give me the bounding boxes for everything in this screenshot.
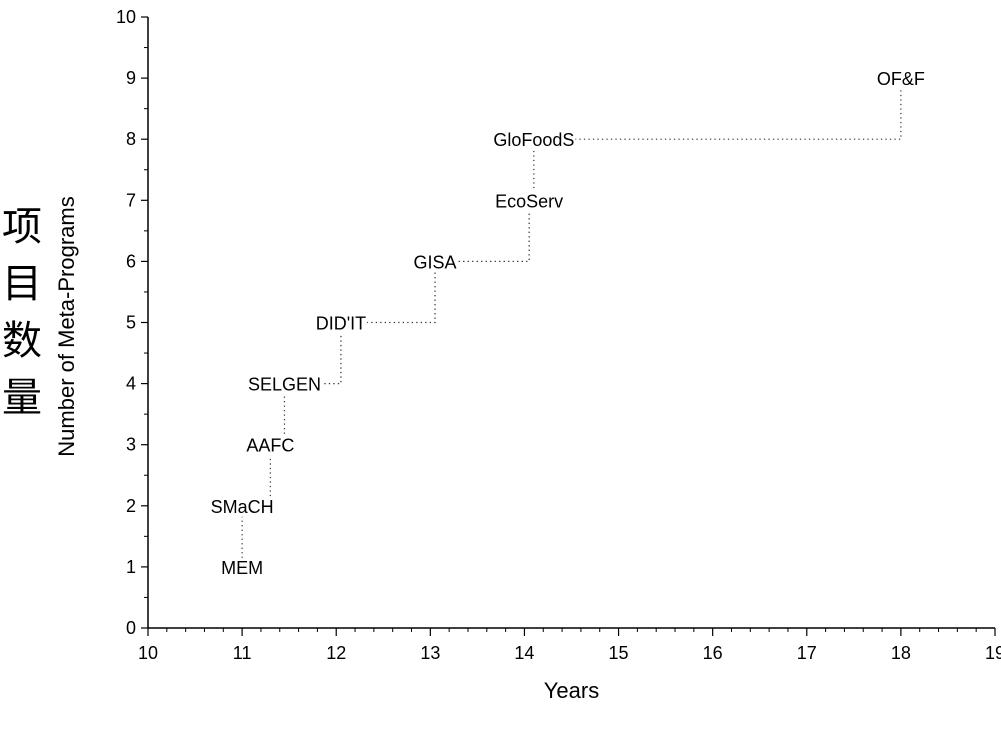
- y-axis-title-chinese-char: 目: [2, 261, 42, 307]
- point-label: GISA: [414, 252, 457, 272]
- y-tick-label: 4: [126, 374, 136, 394]
- y-tick-label: 1: [126, 557, 136, 577]
- y-tick-label: 8: [126, 129, 136, 149]
- x-tick-label: 11: [233, 643, 252, 663]
- y-tick-label: 7: [126, 190, 136, 210]
- y-axis-title-chinese-char: 数: [2, 318, 42, 364]
- point-label-bg: [209, 496, 275, 517]
- point-label-bg: [492, 130, 576, 151]
- x-tick-label: 12: [326, 643, 346, 663]
- y-tick-label: 9: [126, 68, 136, 88]
- point-label: DID'IT: [316, 314, 366, 334]
- point-label-bg: [314, 313, 368, 334]
- x-tick-label: 16: [703, 643, 723, 663]
- point-label-bg: [245, 435, 296, 456]
- x-tick-label: 14: [514, 643, 534, 663]
- y-tick-label: 3: [126, 435, 136, 455]
- point-label-bg: [494, 191, 565, 212]
- step-path: [241, 78, 902, 567]
- point-label-bg: [220, 557, 265, 578]
- y-axis-title: Number of Meta-Programs: [54, 196, 79, 456]
- x-tick-label: 10: [138, 643, 158, 663]
- axes: [147, 17, 995, 629]
- x-tick-label: 17: [797, 643, 817, 663]
- point-label-bg: [246, 374, 322, 395]
- y-axis-title-chinese-char: 项: [2, 204, 42, 250]
- point-label: AAFC: [246, 436, 294, 456]
- x-tick-label: 15: [609, 643, 629, 663]
- point-label-bg: [875, 69, 926, 90]
- point-label: SMaCH: [211, 497, 274, 517]
- point-label: EcoServ: [495, 191, 563, 211]
- point-label: MEM: [221, 558, 263, 578]
- step-line: [241, 78, 902, 567]
- y-tick-label: 10: [116, 7, 136, 27]
- y-tick-label: 6: [126, 251, 136, 271]
- point-label: OF&F: [877, 69, 925, 89]
- point-label-bg: [412, 252, 458, 273]
- y-axis-title-chinese-char: 量: [2, 375, 42, 421]
- y-tick-label: 0: [126, 618, 136, 638]
- point-label: GloFoodS: [493, 130, 574, 150]
- x-axis-title: Years: [544, 678, 599, 703]
- y-tick-label: 5: [126, 313, 136, 333]
- x-tick-label: 18: [891, 643, 911, 663]
- x-tick-label: 13: [420, 643, 440, 663]
- point-labels: MEM SMaCH AAFC SELGEN DID'IT GISA EcoServ GloFo…: [209, 69, 926, 578]
- point-label: SELGEN: [248, 375, 321, 395]
- y-tick-label: 2: [126, 496, 136, 516]
- x-tick-label: 19: [985, 643, 1001, 663]
